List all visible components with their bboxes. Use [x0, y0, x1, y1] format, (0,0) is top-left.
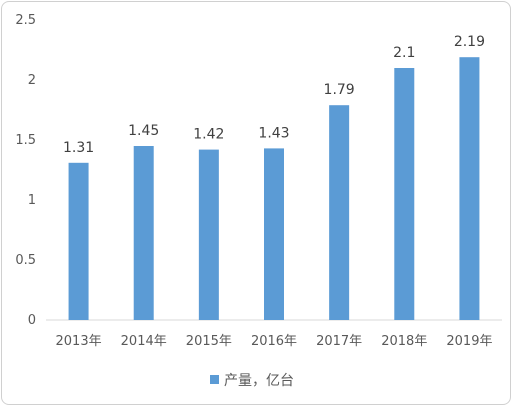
y-tick-label: 1.5 [15, 133, 36, 148]
data-label: 1.79 [324, 82, 355, 98]
data-label: 1.31 [63, 140, 94, 156]
x-axis-ticks: 2013年 2014年 2015年 2016年 2017年 2018年 2019年 [56, 334, 493, 349]
y-tick-label: 1 [28, 193, 36, 208]
data-label: 1.42 [193, 127, 224, 143]
y-tick-label: 0.5 [15, 253, 36, 268]
legend-label: 产量，亿台 [224, 373, 294, 389]
y-tick-label: 0 [28, 313, 36, 328]
data-labels-group: 1.31 1.45 1.42 1.43 1.79 2.1 2.19 [63, 34, 485, 156]
x-tick-label: 2014年 [121, 334, 167, 349]
data-label: 2.19 [454, 34, 485, 50]
x-tick-label: 2013年 [56, 334, 102, 349]
bar [329, 105, 350, 320]
bar [133, 146, 154, 320]
data-label: 2.1 [393, 45, 415, 61]
legend-swatch [210, 375, 219, 384]
data-label: 1.45 [128, 123, 159, 139]
legend: 产量，亿台 [210, 373, 294, 389]
bar-chart: 0 0.5 1 1.5 2 2.5 1.31 1.45 1.42 1.43 1.79 2.1 2.19… [15, 13, 502, 389]
x-tick-label: 2019年 [446, 334, 492, 349]
bar [198, 149, 219, 320]
bar [394, 68, 415, 320]
chart-frame: 0 0.5 1 1.5 2 2.5 1.31 1.45 1.42 1.43 1.79 2.1 2.19… [1, 1, 511, 405]
x-tick-label: 2016年 [251, 334, 297, 349]
bar [68, 162, 89, 320]
bars-group [68, 57, 480, 320]
y-axis-ticks: 0 0.5 1 1.5 2 2.5 [15, 13, 36, 328]
x-tick-label: 2015年 [186, 334, 232, 349]
bar [264, 148, 284, 320]
x-tick-label: 2018年 [381, 334, 427, 349]
y-tick-label: 2.5 [15, 13, 36, 28]
y-tick-label: 2 [28, 73, 36, 88]
x-tick-label: 2017年 [316, 334, 362, 349]
data-label: 1.43 [258, 125, 289, 141]
bar [459, 57, 480, 320]
